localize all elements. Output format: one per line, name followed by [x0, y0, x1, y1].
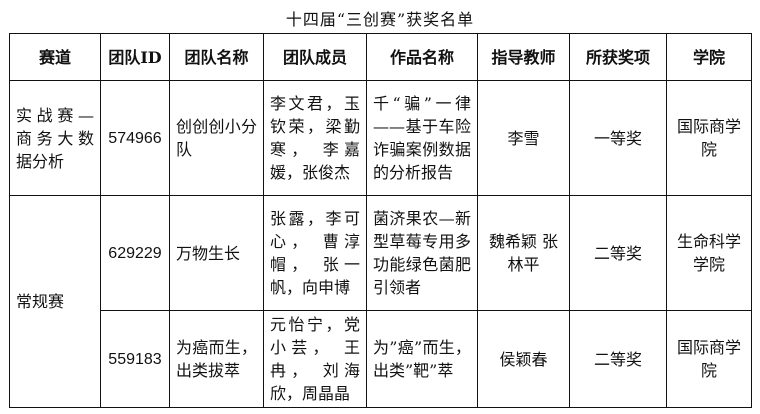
cell-team-name: 万物生长: [169, 195, 264, 311]
header-members: 团队成员: [263, 33, 367, 81]
cell-members: 元怡宁，党小芸， 王冉， 刘海欣，周晶晶: [263, 310, 367, 408]
table-row: 实战赛—商务大数据分析 574966 创创创小分队 李文君，玉钦荣，梁勤寒， 李…: [9, 80, 752, 196]
header-track: 赛道: [9, 33, 101, 81]
cell-advisor: 李雪: [477, 80, 570, 196]
cell-work: 为”癌”而生，出类”靶”萃: [366, 310, 478, 408]
header-college: 学院: [666, 33, 752, 81]
header-award: 所获奖项: [569, 33, 667, 81]
cell-award: 一等奖: [569, 80, 667, 196]
cell-team-name: 为癌而生，出类拔萃: [169, 310, 264, 408]
page-title: 十四届“三创赛”获奖名单: [285, 10, 475, 29]
cell-award: 二等奖: [569, 310, 667, 408]
cell-work: 菌济果农—新型草莓专用多功能绿色菌肥引领者: [366, 195, 478, 311]
cell-work: 千“骗”一律——基于车险诈骗案例数据的分析报告: [366, 80, 478, 196]
table-row: 常规赛 629229 万物生长 张露，李可心， 曹淳帽， 张一帆，向申博 菌济果…: [9, 195, 752, 408]
award-table: 赛道 团队ID 团队名称 团队成员 作品名称 指导教师 所获奖项 学院 实战赛—…: [9, 33, 752, 408]
cell-members: 李文君，玉钦荣，梁勤寒， 李嘉媛，张俊杰: [263, 80, 367, 196]
header-team-id: 团队ID: [100, 33, 170, 81]
cell-team-id: 559183: [100, 310, 170, 408]
cell-advisor: 魏希颖 张林平: [477, 195, 570, 311]
cell-members: 张露，李可心， 曹淳帽， 张一帆，向申博: [263, 195, 367, 311]
cell-team-id: 574966: [100, 80, 170, 196]
cell-team-name: 创创创小分队: [169, 80, 264, 196]
header-advisor: 指导教师: [477, 33, 570, 81]
cell-award: 二等奖: [569, 195, 667, 311]
cell-team-id: 629229: [100, 195, 170, 311]
cell-track: 常规赛: [9, 195, 101, 408]
header-team-name: 团队名称: [169, 33, 264, 81]
cell-college: 国际商学院: [666, 310, 752, 408]
cell-college: 国际商学院: [666, 80, 752, 196]
table-row: 559183 为癌而生，出类拔萃 元怡宁，党小芸， 王冉， 刘海欣，周晶晶 为”…: [10, 310, 752, 408]
cell-advisor: 侯颖春: [477, 310, 570, 408]
cell-college: 生命科学学院: [666, 195, 752, 311]
cell-track: 实战赛—商务大数据分析: [9, 80, 101, 196]
table-header-row: 赛道 团队ID 团队名称 团队成员 作品名称 指导教师 所获奖项 学院: [9, 33, 752, 81]
header-work: 作品名称: [366, 33, 478, 81]
